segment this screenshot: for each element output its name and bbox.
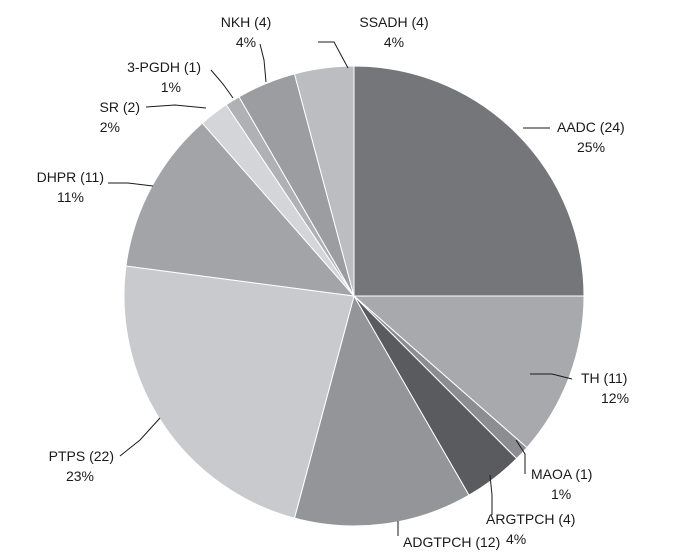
pie-slice-10 — [293, 65, 355, 297]
slice-label-1: TH (11) — [581, 370, 627, 386]
slice-label-10: SSADH (4) — [359, 14, 428, 30]
leader-line-8 — [210, 69, 234, 99]
pie-slice-4 — [293, 294, 470, 527]
leader-line-7 — [145, 104, 207, 109]
slice-percent-8: 1% — [161, 79, 181, 95]
leader-line-5 — [119, 417, 161, 457]
pie-slice-1 — [352, 295, 585, 449]
slice-percent-9: 4% — [236, 34, 256, 50]
leader-line-1 — [530, 373, 573, 380]
slice-label-8: 3-PGDH (1) — [127, 59, 201, 75]
pie-slice-6 — [125, 122, 356, 297]
leader-line-10 — [318, 41, 349, 69]
slice-label-5: PTPS (22) — [49, 448, 114, 464]
pie-slice-5 — [123, 265, 355, 519]
slice-percent-3: 4% — [506, 531, 526, 547]
slice-percent-7: 2% — [100, 119, 120, 135]
slice-percent-2: 1% — [551, 486, 571, 502]
leader-line-6 — [108, 182, 154, 187]
slice-percent-10: 4% — [384, 34, 404, 50]
slice-label-7: SR (2) — [100, 99, 140, 115]
slice-label-2: MAOA (1) — [531, 466, 592, 482]
pie-slices — [123, 65, 585, 527]
slice-label-4: ADGTPCH (12) — [403, 534, 500, 550]
leader-line-3 — [489, 474, 493, 515]
slice-percent-5: 23% — [66, 468, 94, 484]
pie-slice-0 — [353, 65, 585, 297]
slice-labels: AADC (24) 25% TH (11) 12% MAOA (1) 1% ARGTPCH … — [37, 14, 629, 550]
slice-label-9: NKH (4) — [221, 14, 272, 30]
leader-line-9 — [259, 43, 267, 83]
leader-lines — [108, 41, 573, 536]
slice-label-0: AADC (24) — [557, 119, 625, 135]
slice-label-6: DHPR (11) — [37, 169, 104, 185]
slice-label-3: ARGTPCH (4) — [486, 511, 575, 527]
slice-percent-1: 12% — [601, 390, 629, 406]
slice-percent-6: 11% — [57, 189, 84, 205]
leader-line-2 — [515, 439, 526, 474]
slice-percent-0: 25% — [577, 139, 605, 155]
